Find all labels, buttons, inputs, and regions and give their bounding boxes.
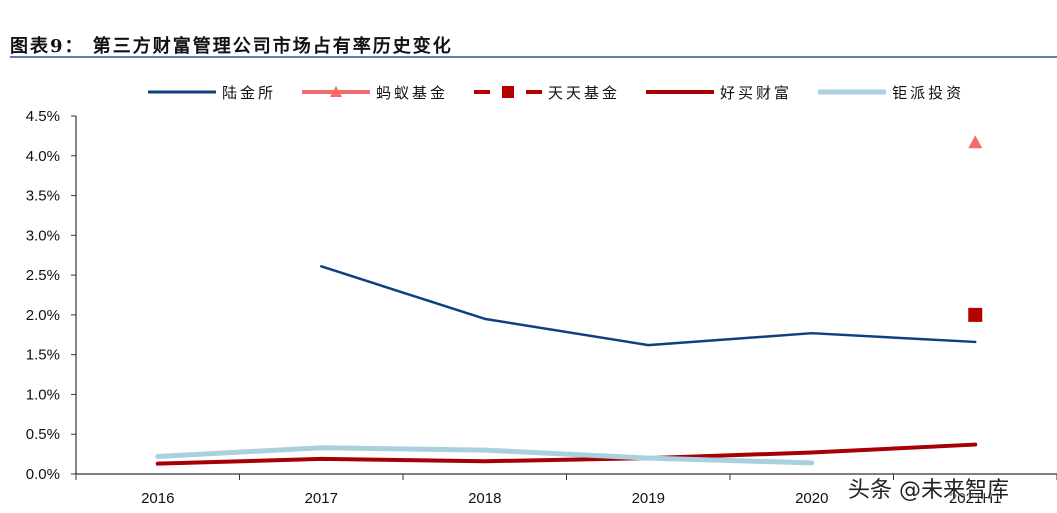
y-tick-label: 1.0% — [26, 386, 60, 403]
legend-triangle-icon — [302, 86, 371, 97]
title-bar: 图表9： 第三方财富管理公司市场占有率历史变化 — [10, 26, 1057, 58]
legend-line-icon — [818, 89, 887, 95]
y-tick-label: 4.5% — [26, 108, 60, 125]
legend-label: 蚂蚁基金 — [376, 83, 449, 102]
legend-line-icon — [646, 90, 715, 94]
y-tick-label: 1.5% — [26, 347, 60, 364]
legend-item-ant-fund: 蚂蚁基金 — [302, 82, 448, 103]
square-marker — [968, 307, 983, 322]
y-tick-label: 3.0% — [26, 227, 60, 244]
triangle-marker — [968, 135, 983, 149]
chart-legend: 陆金所 蚂蚁基金 天天基金 好买财富 钜派投资 — [148, 80, 990, 104]
legend-label: 好买财富 — [720, 83, 793, 102]
watermark: 头条 @未来智库 — [848, 478, 1009, 503]
y-tick-label: 3.5% — [26, 188, 60, 205]
x-tick-label: 2016 — [141, 490, 174, 507]
legend-square-icon — [474, 86, 543, 98]
legend-item-tiantian-fund: 天天基金 — [474, 82, 620, 103]
series-line — [155, 442, 978, 466]
series-line — [320, 265, 977, 347]
x-tick-label: 2017 — [305, 490, 338, 507]
legend-item-howbuy: 好买财富 — [646, 82, 792, 103]
y-tick-label: 0.5% — [26, 426, 60, 443]
legend-label: 钜派投资 — [892, 83, 965, 102]
y-tick-label: 2.0% — [26, 307, 60, 324]
series-line — [155, 445, 815, 466]
x-tick-label: 2019 — [632, 490, 665, 507]
legend-label: 天天基金 — [548, 83, 621, 102]
y-tick-label: 0.0% — [26, 466, 60, 483]
legend-item-jupai: 钜派投资 — [818, 82, 964, 103]
chart-title: 图表9： 第三方财富管理公司市场占有率历史变化 — [10, 36, 453, 57]
legend-item-lufax: 陆金所 — [148, 82, 276, 103]
x-tick-label: 2021H1 — [949, 490, 1002, 507]
x-tick-label: 2018 — [468, 490, 501, 507]
legend-label: 陆金所 — [222, 83, 277, 102]
legend-line-icon — [148, 90, 216, 94]
y-tick-label: 4.0% — [26, 148, 60, 165]
y-tick-label: 2.5% — [26, 267, 60, 284]
x-tick-label: 2020 — [795, 490, 828, 507]
